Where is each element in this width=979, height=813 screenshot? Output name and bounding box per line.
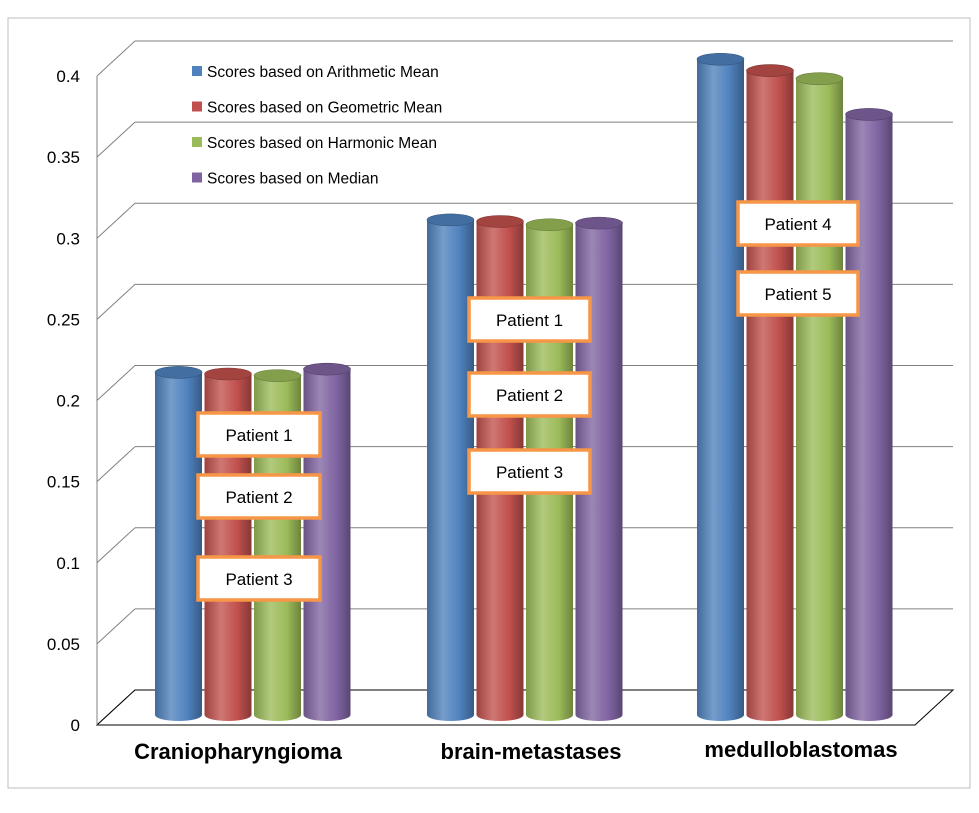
- bar-top: [795, 72, 844, 86]
- bar: [204, 374, 252, 721]
- gridline-side: [96, 365, 136, 401]
- bar-top: [476, 215, 524, 228]
- bar-top: [426, 213, 475, 227]
- annotation-box: [467, 371, 592, 418]
- bar-top: [253, 369, 302, 382]
- bar: [796, 78, 843, 722]
- bar: [427, 219, 474, 721]
- annotation-box: [736, 270, 860, 317]
- bar-top: [575, 216, 623, 230]
- gridline-side: [96, 284, 136, 320]
- bar: [697, 59, 744, 722]
- gridline-side: [96, 40, 136, 77]
- annotation-box: [196, 473, 322, 520]
- legend-label: Scores based on Geometric Mean: [207, 100, 442, 117]
- annotation-label: Patient 3: [496, 463, 563, 482]
- y-tick-label: 0.3: [56, 229, 80, 248]
- annotation-label: Patient 4: [764, 215, 831, 234]
- annotation-label: Patient 1: [225, 426, 292, 445]
- bar: [746, 70, 794, 722]
- gridline-side: [96, 446, 136, 482]
- bar: [254, 375, 301, 721]
- gridline-side: [96, 121, 136, 158]
- legend-label: Scores based on Median: [207, 171, 378, 188]
- y-tick-label: 0.2: [56, 392, 80, 411]
- legend-swatch: [192, 172, 202, 183]
- bar-top: [204, 367, 252, 381]
- annotation-label: Patient 5: [764, 285, 831, 304]
- y-tick-label: 0.35: [47, 148, 80, 167]
- y-tick-label: 0.15: [47, 473, 80, 492]
- gridline-side: [96, 527, 136, 564]
- category-label: medulloblastomas: [704, 737, 897, 762]
- bar-top: [746, 64, 794, 77]
- bar: [845, 114, 893, 721]
- annotation-box: [467, 296, 592, 343]
- bar-top: [696, 52, 745, 66]
- annotation-box: [736, 200, 860, 247]
- y-tick-label: 0.25: [47, 310, 80, 329]
- annotation-label: Patient 2: [496, 386, 563, 405]
- bar-top: [154, 366, 203, 379]
- bar-top: [303, 362, 351, 376]
- legend-label: Scores based on Arithmetic Mean: [207, 64, 439, 81]
- y-tick-label: 0.05: [47, 635, 80, 654]
- legend-swatch: [192, 66, 202, 76]
- gridline-side: [96, 608, 136, 645]
- annotation-label: Patient 3: [225, 570, 292, 589]
- annotation-box: [467, 448, 592, 495]
- annotation-label: Patient 1: [496, 311, 563, 330]
- y-tick-label: 0.1: [56, 554, 80, 573]
- legend-swatch: [192, 137, 202, 147]
- y-tick-label: 0.4: [56, 67, 80, 86]
- category-label: Craniopharyngioma: [134, 739, 343, 764]
- legend-swatch: [192, 101, 202, 112]
- annotation-box: [196, 411, 322, 458]
- gridline-side: [96, 202, 136, 239]
- bar: [575, 223, 623, 721]
- bar: [155, 372, 202, 721]
- y-tick-label: 0: [71, 716, 80, 735]
- category-label: brain-metastases: [441, 739, 622, 764]
- bar-top: [525, 218, 574, 232]
- annotation-label: Patient 2: [225, 488, 292, 507]
- bar-top: [845, 108, 893, 121]
- annotation-box: [196, 555, 322, 602]
- chart-border: [7, 17, 971, 789]
- legend-label: Scores based on Harmonic Mean: [207, 135, 437, 152]
